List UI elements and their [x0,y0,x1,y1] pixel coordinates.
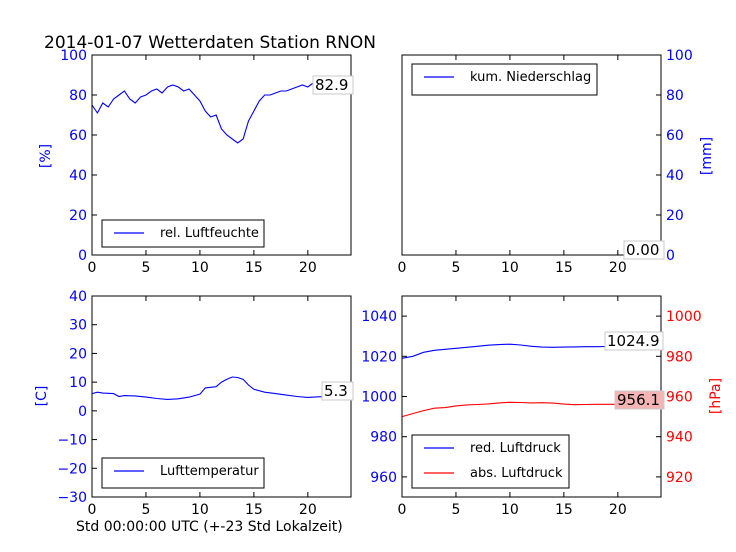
pressure-legend-box [411,434,570,489]
humidity-x-tick-label: 0 [88,260,97,276]
temperature-y-tick-label: −20 [57,461,87,477]
humidity-y-tick-label: 0 [78,248,87,264]
precipitation-y-tick-label-right: 40 [666,168,684,184]
pressure-reduced-annotation-box [604,331,664,351]
pressure-y-tick-label-right: 1000 [666,309,702,325]
temperature-x-tick-label: 10 [191,502,209,518]
humidity-y-tick-label: 20 [69,208,87,224]
precipitation-y-tick-label-right: 80 [666,88,684,104]
pressure-x-tick-label: 10 [501,502,519,518]
temperature-y-axis-label: [C] [34,386,50,407]
temperature-legend: Lufttemperatur [101,457,265,489]
humidity-x-tick-label: 5 [141,260,150,276]
humidity-legend-label: rel. Luftfeuchte [160,226,259,241]
pressure-absolute-annotation: 956.1 [617,391,660,409]
humidity-annotation: 82.9 [315,76,348,94]
temperature-series-line [91,376,352,400]
precipitation-legend-box [411,63,598,96]
precipitation-annotation-box [623,240,665,260]
precipitation-x-tick-label: 0 [398,260,407,276]
precipitation-panel: 0 5 10 15 20 0 20 40 60 80 100 [mm] kum. Niederschla… [398,48,715,276]
temperature-y-tick-label: 30 [69,318,87,334]
humidity-y-axis-label: [%] [38,144,54,168]
pressure-reduced-annotation: 1024.9 [607,332,660,350]
pressure-x-tick-label: 0 [398,502,407,518]
humidity-legend: rel. Luftfeuchte [101,219,265,248]
pressure-legend-label: abs. Luftdruck [470,466,563,481]
pressure-legend: red. Luftdruck abs. Luftdruck [411,434,570,489]
pressure-y-tick-label: 1040 [361,309,397,325]
precipitation-axes-frame [401,54,662,256]
pressure-y-axis-label: [hPa] [708,378,724,414]
precipitation-x-tick-label: 15 [555,260,573,276]
temperature-y-tick-label: 40 [69,289,87,305]
x-axis-label: Std 00:00:00 UTC (+-23 Std Lokalzeit) [76,519,343,535]
humidity-annotation-box [312,75,354,95]
temperature-y-tick-label: 0 [78,404,87,420]
humidity-panel: 0 5 10 15 20 0 20 40 60 80 100 [%] rel. Luftfeuchte 8… [38,48,354,276]
temperature-y-tick-label: 20 [69,346,87,362]
precipitation-x-tick-label: 10 [501,260,519,276]
precipitation-legend-label: kum. Niederschlag [470,70,591,85]
pressure-y-tick-label: 1000 [361,390,397,406]
temperature-annotation: 5.3 [324,382,348,400]
precipitation-y-tick-label-right: 20 [666,208,684,224]
pressure-y-tick-label-right: 920 [666,470,693,486]
precipitation-y-tick-label-right: 60 [666,128,684,144]
pressure-y-tick-label: 960 [370,470,397,486]
temperature-y-tick-label: −10 [57,433,87,449]
precipitation-y-tick-label-right: 100 [666,48,693,64]
humidity-y-tick-label: 40 [69,168,87,184]
temperature-panel: 0 5 10 15 20 −30 −20 −10 0 10 20 30 40 [C] Lufttempera… [34,289,354,518]
pressure-y-tick-label-right: 960 [666,390,693,406]
temperature-y-tick-label: 10 [69,375,87,391]
temperature-x-tick-label: 15 [245,502,263,518]
temperature-y-tick-label: −30 [57,490,87,506]
humidity-x-tick-label: 20 [299,260,317,276]
precipitation-legend: kum. Niederschlag [411,63,598,96]
precipitation-x-tick-label: 20 [609,260,627,276]
humidity-x-tick-label: 15 [245,260,263,276]
pressure-x-tick-label: 5 [451,502,460,518]
temperature-x-tick-label: 0 [88,502,97,518]
humidity-y-tick-label: 80 [69,88,87,104]
pressure-x-tick-label: 20 [609,502,627,518]
precipitation-y-tick-label-right: 0 [666,248,675,264]
humidity-x-tick-label: 10 [191,260,209,276]
precipitation-x-tick-label: 5 [451,260,460,276]
temperature-x-tick-label: 20 [299,502,317,518]
precipitation-annotation: 0.00 [626,241,659,259]
humidity-y-tick-label: 60 [69,128,87,144]
temperature-x-tick-label: 5 [141,502,150,518]
pressure-panel: 0 5 10 15 20 960 980 1000 1020 1040 920 940 960 980 10… [361,295,724,518]
pressure-legend-label: red. Luftdruck [470,441,561,456]
pressure-y-tick-label-right: 980 [666,349,693,365]
pressure-y-tick-label-right: 940 [666,430,693,446]
humidity-axes-frame [91,54,352,256]
temperature-legend-box [101,457,265,489]
humidity-y-tick-label: 100 [60,48,87,64]
precipitation-y-axis-label: [mm] [699,137,715,175]
figure-title: 2014-01-07 Wetterdaten Station RNON [44,33,376,53]
temperature-annotation-box [321,381,354,401]
humidity-series-line [91,82,351,144]
pressure-y-tick-label: 980 [370,430,397,446]
pressure-absolute-annotation-box [614,390,665,410]
temperature-legend-label: Lufttemperatur [160,464,259,479]
pressure-x-tick-label: 15 [555,502,573,518]
pressure-y-tick-label: 1020 [361,349,397,365]
